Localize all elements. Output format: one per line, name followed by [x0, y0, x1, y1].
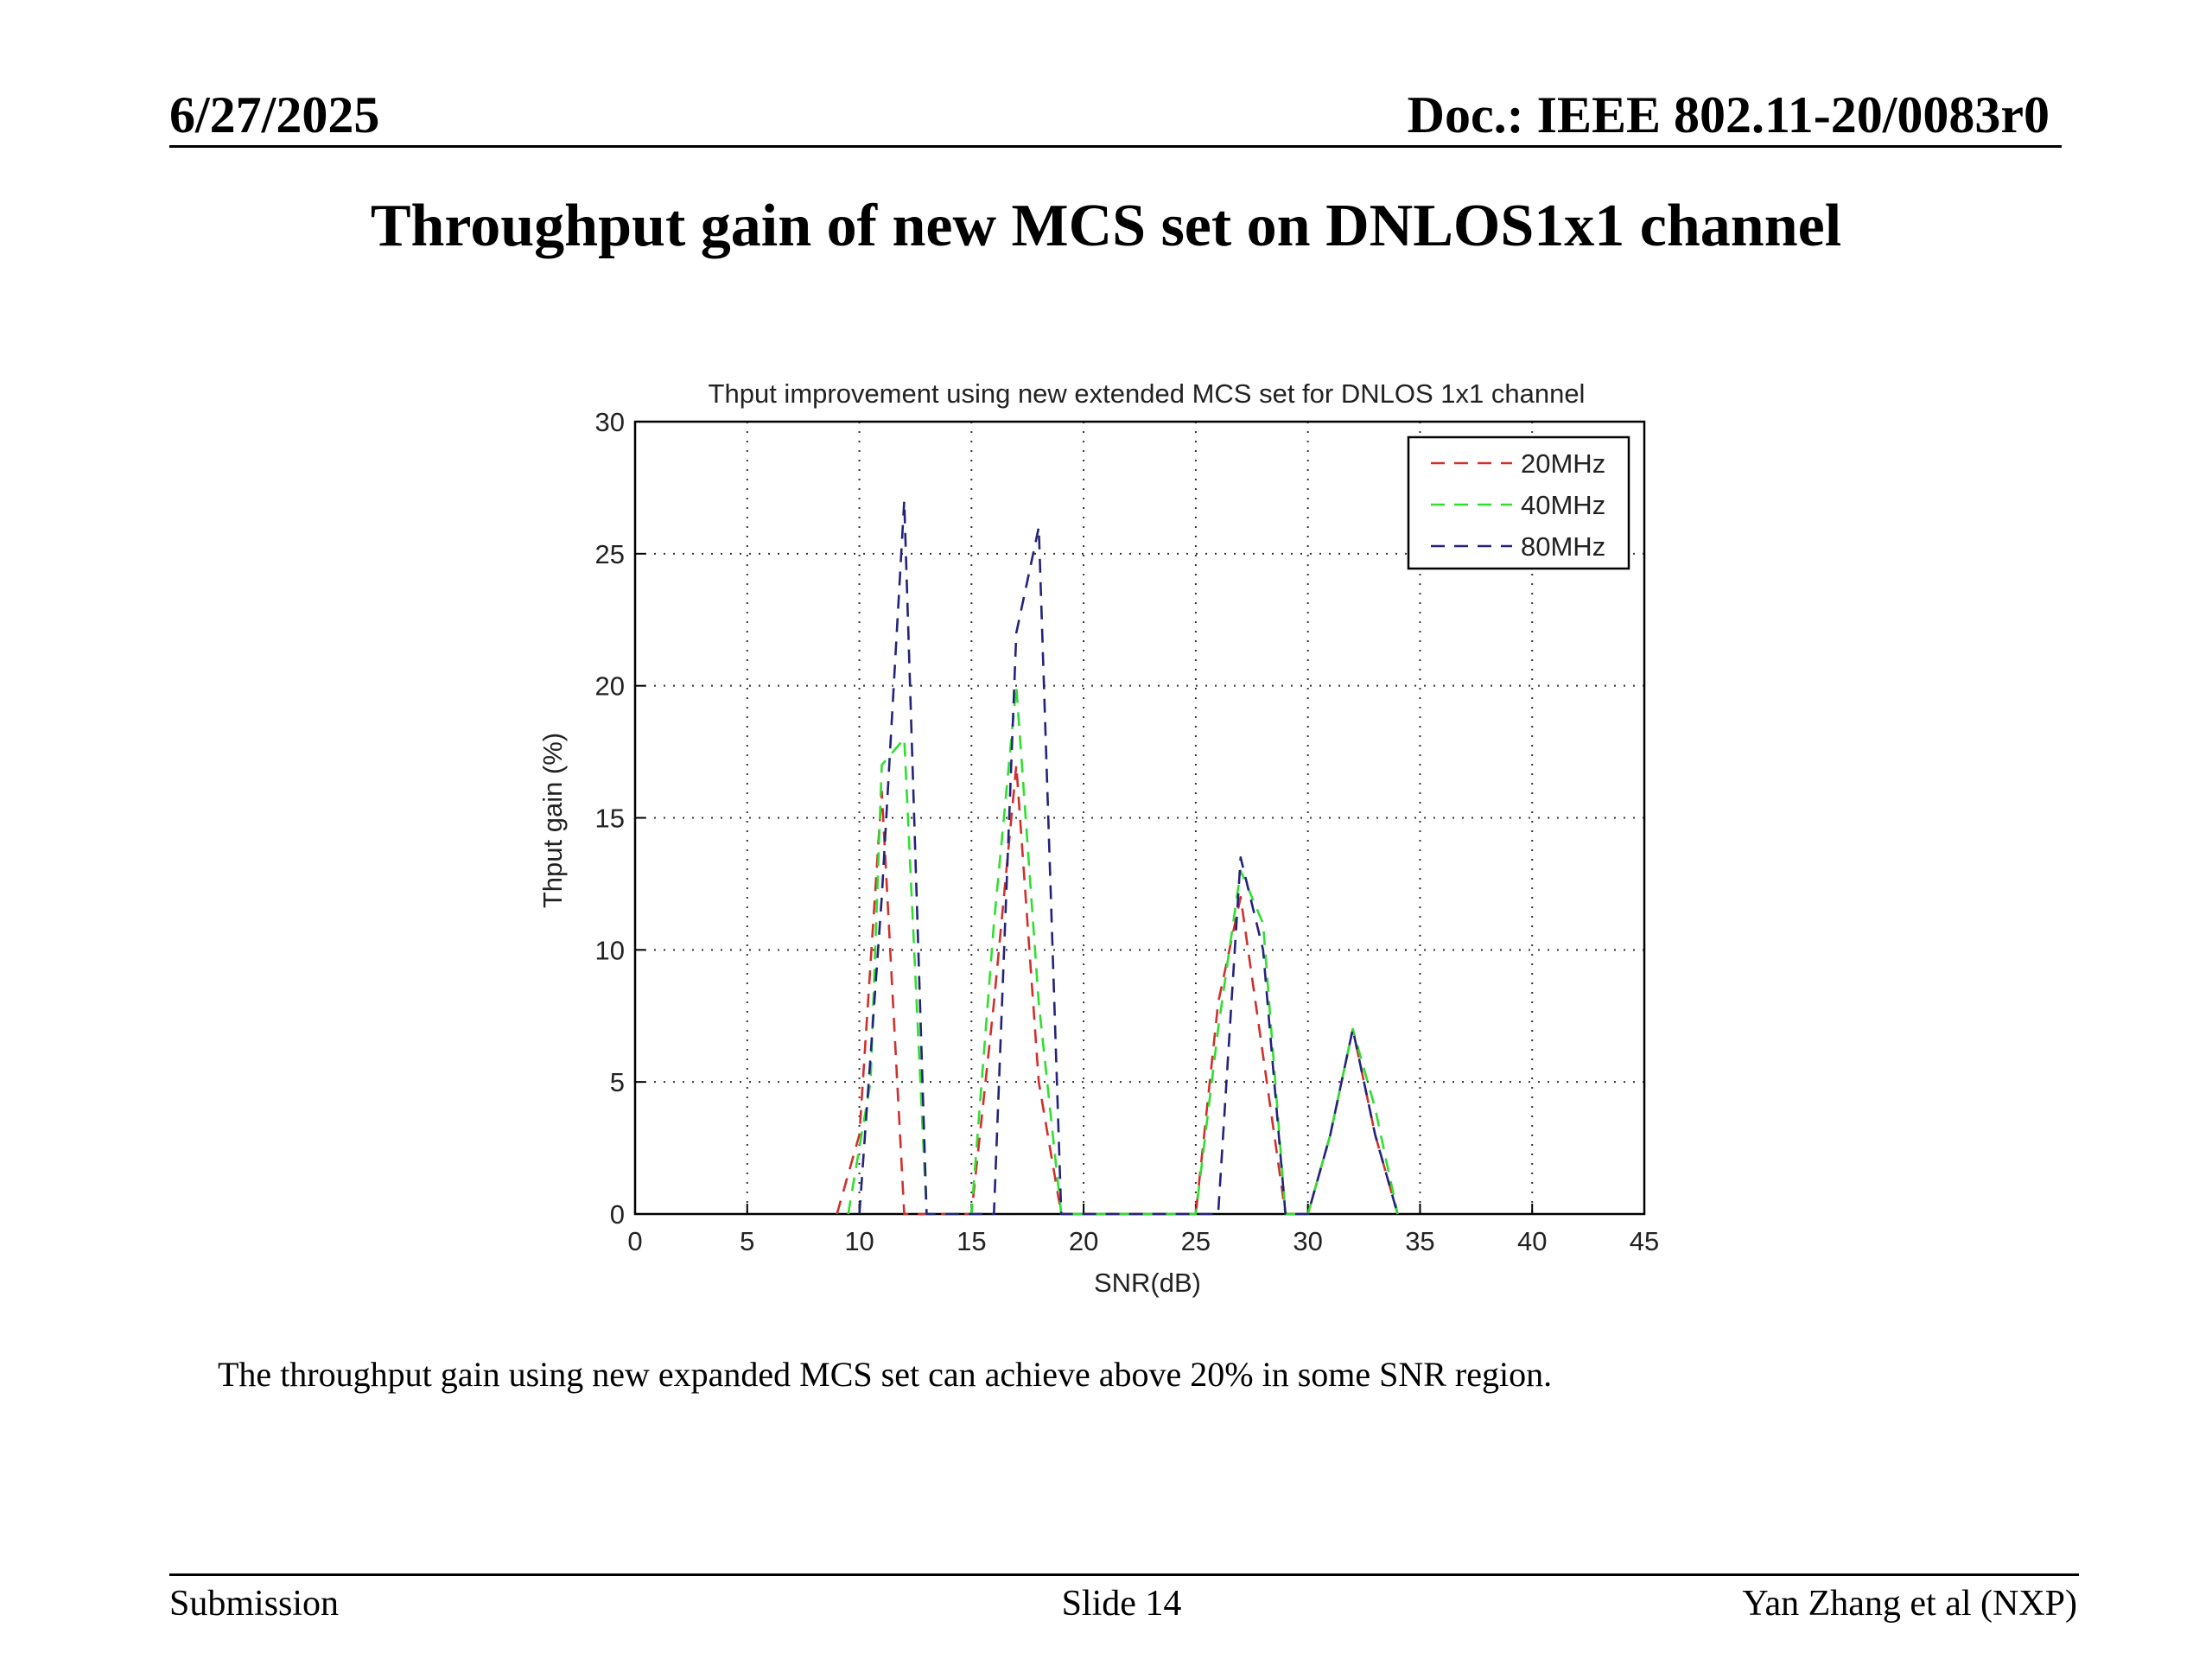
series-line-20mhz — [836, 764, 1399, 1216]
x-tick-label: 5 — [740, 1226, 754, 1256]
legend-label: 20MHz — [1521, 448, 1605, 479]
x-tick-label: 40 — [1517, 1226, 1547, 1256]
legend-label: 40MHz — [1521, 490, 1605, 520]
chart-legend: 20MHz 40MHz 80MHz — [1407, 435, 1630, 570]
y-tick-label: 10 — [595, 935, 625, 965]
footer-submission: Submission — [169, 1584, 340, 1624]
header-document-id: Doc.: IEEE 802.11-20/0083r0 — [1407, 86, 2050, 143]
slide-caption: The throughput gain using new expanded M… — [218, 1355, 1553, 1394]
x-tick-label: 25 — [1181, 1226, 1211, 1256]
slide-title: Throughput gain of new MCS set on DNLOS1… — [370, 193, 1842, 259]
x-tick-label: 20 — [1069, 1226, 1098, 1256]
footer-authors: Yan Zhang et al (NXP) — [1742, 1584, 2077, 1624]
y-tick-label: 20 — [595, 671, 625, 702]
series-line-80mhz — [858, 499, 1399, 1216]
legend-label: 80MHz — [1521, 531, 1605, 562]
header-date: 6/27/2025 — [169, 86, 380, 143]
x-tick-label: 0 — [627, 1226, 642, 1256]
axis-ticks: 0 5 10 15 20 25 30 35 40 45 0 5 10 15 20 25 30 — [595, 407, 1660, 1256]
x-tick-label: 35 — [1405, 1226, 1434, 1256]
footer-rule — [169, 1573, 2079, 1576]
y-tick-label: 5 — [610, 1067, 625, 1097]
header-rule — [169, 145, 2062, 148]
x-tick-label: 45 — [1630, 1226, 1659, 1256]
x-tick-label: 30 — [1293, 1226, 1322, 1256]
y-axis-label: Thput gain (%) — [537, 733, 568, 908]
chart-title: Thput improvement using new extended MCS… — [709, 378, 1586, 409]
x-tick-label: 15 — [957, 1226, 986, 1256]
y-tick-label: 25 — [595, 539, 625, 569]
y-tick-label: 0 — [610, 1199, 625, 1230]
legend-box — [1407, 435, 1630, 570]
y-tick-label: 30 — [595, 407, 625, 437]
series-lines — [836, 499, 1399, 1216]
x-tick-label: 10 — [844, 1226, 874, 1256]
y-tick-label: 15 — [595, 804, 625, 834]
plot-frame — [633, 420, 1646, 1216]
grid-lines — [635, 422, 1644, 1214]
footer-slide-number: Slide 14 — [1061, 1584, 1182, 1624]
x-axis-label: SNR(dB) — [1094, 1268, 1201, 1298]
series-line-40mhz — [847, 684, 1399, 1216]
